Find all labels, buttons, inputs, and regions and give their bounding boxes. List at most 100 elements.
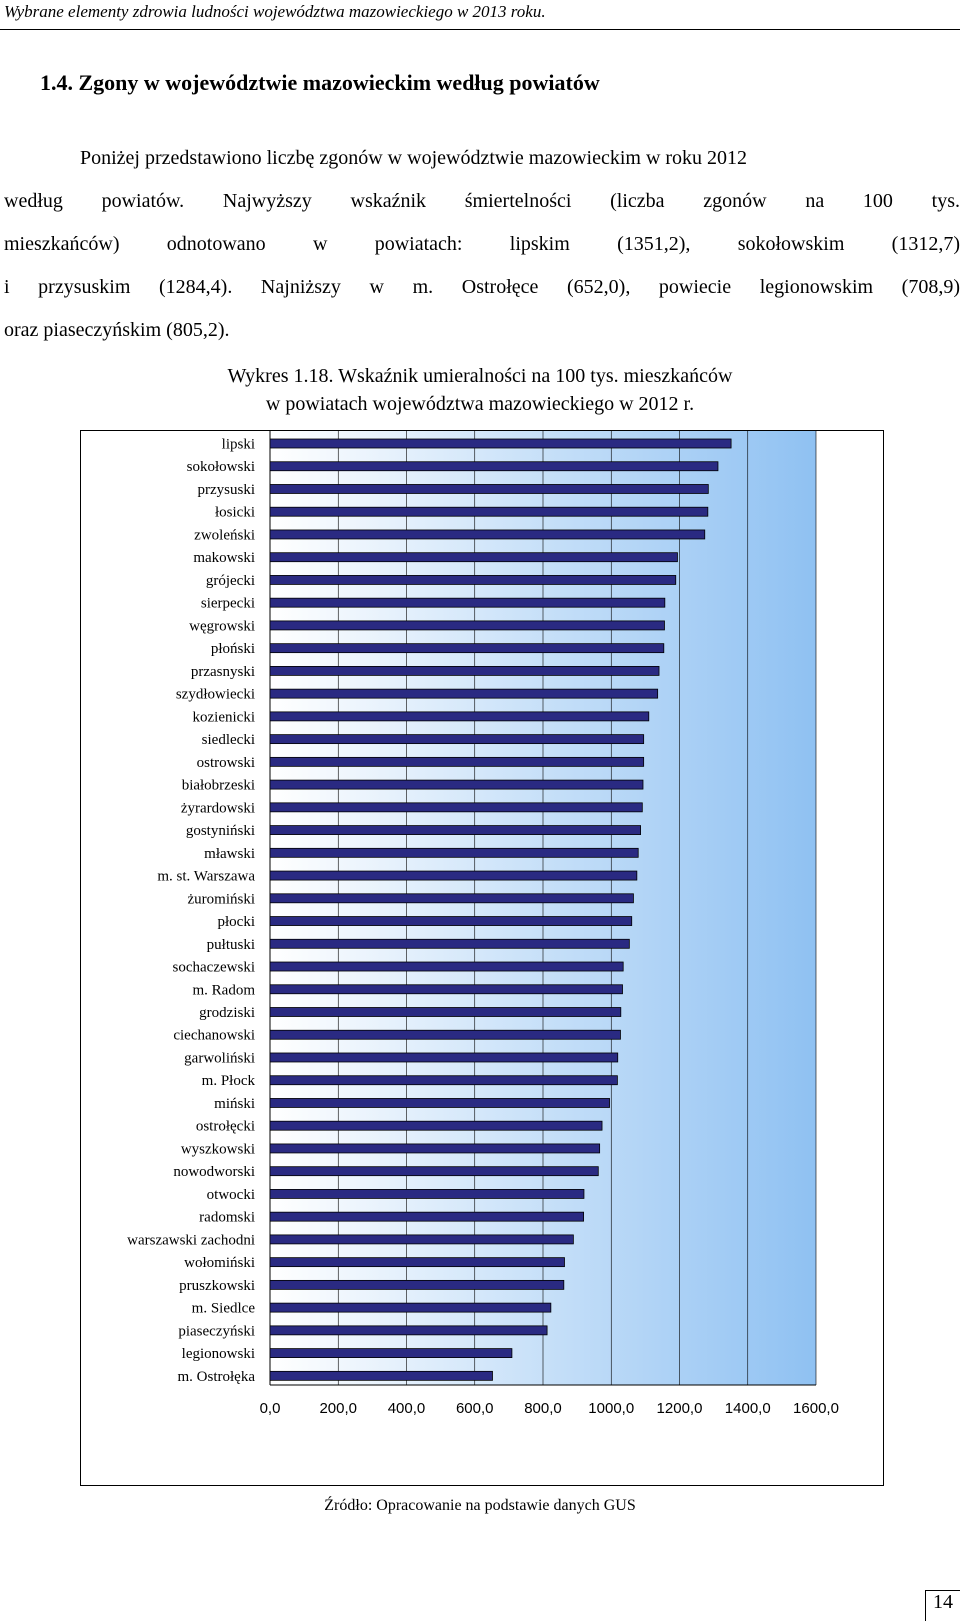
x-tick-label-1: 200,0 — [319, 1400, 357, 1417]
bar-33 — [269, 1189, 585, 1199]
bar-39 — [269, 1325, 548, 1336]
category-label-16: żyrardowski — [181, 800, 255, 816]
running-header: Wybrane elementy zdrowia ludności wojewó… — [4, 2, 546, 21]
category-label-1: sokołowski — [187, 459, 255, 475]
x-tick-label-3: 600,0 — [456, 1400, 494, 1417]
bar-1 — [269, 461, 719, 472]
category-label-21: płocki — [218, 914, 256, 930]
bar-20 — [269, 893, 634, 904]
x-tick-label-2: 400,0 — [388, 1400, 426, 1417]
category-label-8: węgrowski — [189, 618, 255, 634]
category-label-29: miński — [214, 1096, 255, 1112]
category-label-6: grójecki — [206, 573, 255, 589]
category-label-5: makowski — [193, 550, 255, 566]
category-label-25: grodziski — [199, 1005, 255, 1021]
bar-11 — [269, 688, 659, 699]
bar-13 — [269, 734, 645, 745]
category-label-31: wyszkowski — [181, 1141, 255, 1157]
bar-16 — [269, 802, 643, 813]
category-label-10: przasnyski — [191, 664, 255, 680]
bar-26 — [269, 1029, 621, 1040]
x-tick-label-4: 800,0 — [524, 1400, 562, 1417]
category-label-40: legionowski — [182, 1346, 255, 1362]
intro-line-4: i przysuskim (1284,4). Najniższy w m. Os… — [4, 276, 960, 298]
chart-frame: lipski sokołowski przysuski łosicki zwoleńsk… — [80, 430, 884, 1486]
x-tick-label-6: 1200,0 — [657, 1400, 703, 1417]
category-label-23: sochaczewski — [173, 960, 255, 976]
bar-12 — [269, 711, 650, 722]
bar-22 — [269, 938, 630, 949]
bar-3 — [269, 506, 709, 517]
category-label-30: ostrołęcki — [196, 1119, 255, 1135]
bar-36 — [269, 1257, 565, 1268]
category-label-20: żuromiński — [188, 891, 256, 907]
bar-24 — [269, 984, 623, 995]
category-label-19: m. st. Warszawa — [157, 869, 255, 885]
intro-line-2: według powiatów. Najwyższy wskaźnik śmie… — [4, 190, 960, 212]
bar-35 — [269, 1234, 574, 1245]
category-label-24: m. Radom — [193, 982, 256, 998]
category-label-15: białobrzeski — [182, 778, 255, 794]
category-label-18: mławski — [204, 846, 255, 862]
bar-29 — [269, 1098, 610, 1108]
bar-5 — [269, 552, 678, 563]
category-label-11: szydłowiecki — [176, 687, 255, 703]
bar-0 — [269, 438, 732, 449]
category-label-32: nowodworski — [173, 1164, 255, 1180]
category-label-0: lipski — [222, 437, 255, 453]
bar-28 — [269, 1075, 618, 1086]
category-label-35: warszawski zachodni — [127, 1232, 255, 1248]
bar-37 — [269, 1279, 565, 1290]
bar-18 — [269, 847, 639, 858]
category-label-14: ostrowski — [197, 755, 255, 771]
mortality-bar-chart: lipski sokołowski przysuski łosicki zwoleńsk… — [127, 431, 839, 1417]
category-label-22: pułtuski — [207, 937, 255, 953]
bar-31 — [269, 1143, 601, 1154]
bar-40 — [269, 1348, 513, 1358]
bar-30 — [269, 1120, 603, 1131]
category-label-12: kozienicki — [193, 709, 255, 725]
category-label-2: przysuski — [198, 482, 256, 498]
intro-line-5: oraz piaseczyńskim (805,2). — [4, 319, 230, 341]
bar-10 — [269, 665, 660, 676]
page-number: 14 — [925, 1590, 960, 1621]
bar-21 — [269, 916, 633, 926]
bar-15 — [269, 779, 644, 790]
bar-23 — [269, 961, 624, 972]
bar-17 — [269, 825, 641, 835]
bar-4 — [269, 529, 706, 540]
header-rule — [0, 29, 960, 30]
category-label-33: otwocki — [207, 1187, 255, 1203]
category-label-27: garwoliński — [184, 1050, 255, 1066]
intro-line-3: mieszkańców) odnotowano w powiatach: lip… — [4, 233, 960, 255]
category-label-36: wołomiński — [184, 1255, 255, 1271]
category-label-41: m. Ostrołęka — [178, 1369, 256, 1385]
category-label-7: sierpecki — [201, 596, 255, 612]
category-label-37: pruszkowski — [179, 1278, 255, 1294]
x-tick-label-5: 1000,0 — [588, 1400, 634, 1417]
category-label-3: łosicki — [215, 505, 255, 521]
bar-14 — [269, 756, 645, 767]
category-label-4: zwoleński — [194, 527, 255, 543]
category-label-34: radomski — [199, 1210, 255, 1226]
bar-32 — [269, 1166, 599, 1177]
bar-27 — [269, 1052, 619, 1063]
source-note: Źródło: Opracowanie na podstawie danych … — [324, 1497, 636, 1514]
bar-9 — [269, 643, 665, 654]
figure-caption-line-2: w powiatach województwa mazowieckiego w … — [265, 393, 695, 415]
bar-6 — [269, 575, 677, 585]
category-label-13: siedlecki — [202, 732, 255, 748]
section-title: 1.4. Zgony w województwie mazowieckim we… — [40, 70, 600, 95]
category-label-9: płoński — [211, 641, 255, 657]
bar-2 — [269, 484, 709, 494]
intro-line-1: Poniżej przedstawiono liczbę zgonów w wo… — [80, 147, 748, 169]
category-label-38: m. Siedlce — [192, 1301, 256, 1317]
bar-8 — [269, 620, 665, 631]
bar-34 — [269, 1211, 585, 1222]
category-label-26: ciechanowski — [173, 1028, 255, 1044]
bar-38 — [269, 1302, 552, 1313]
x-tick-label-7: 1400,0 — [725, 1400, 771, 1417]
bar-41 — [269, 1370, 493, 1381]
figure-caption-line-1: Wykres 1.18. Wskaźnik umieralności na 10… — [227, 365, 733, 387]
bar-25 — [269, 1007, 622, 1017]
